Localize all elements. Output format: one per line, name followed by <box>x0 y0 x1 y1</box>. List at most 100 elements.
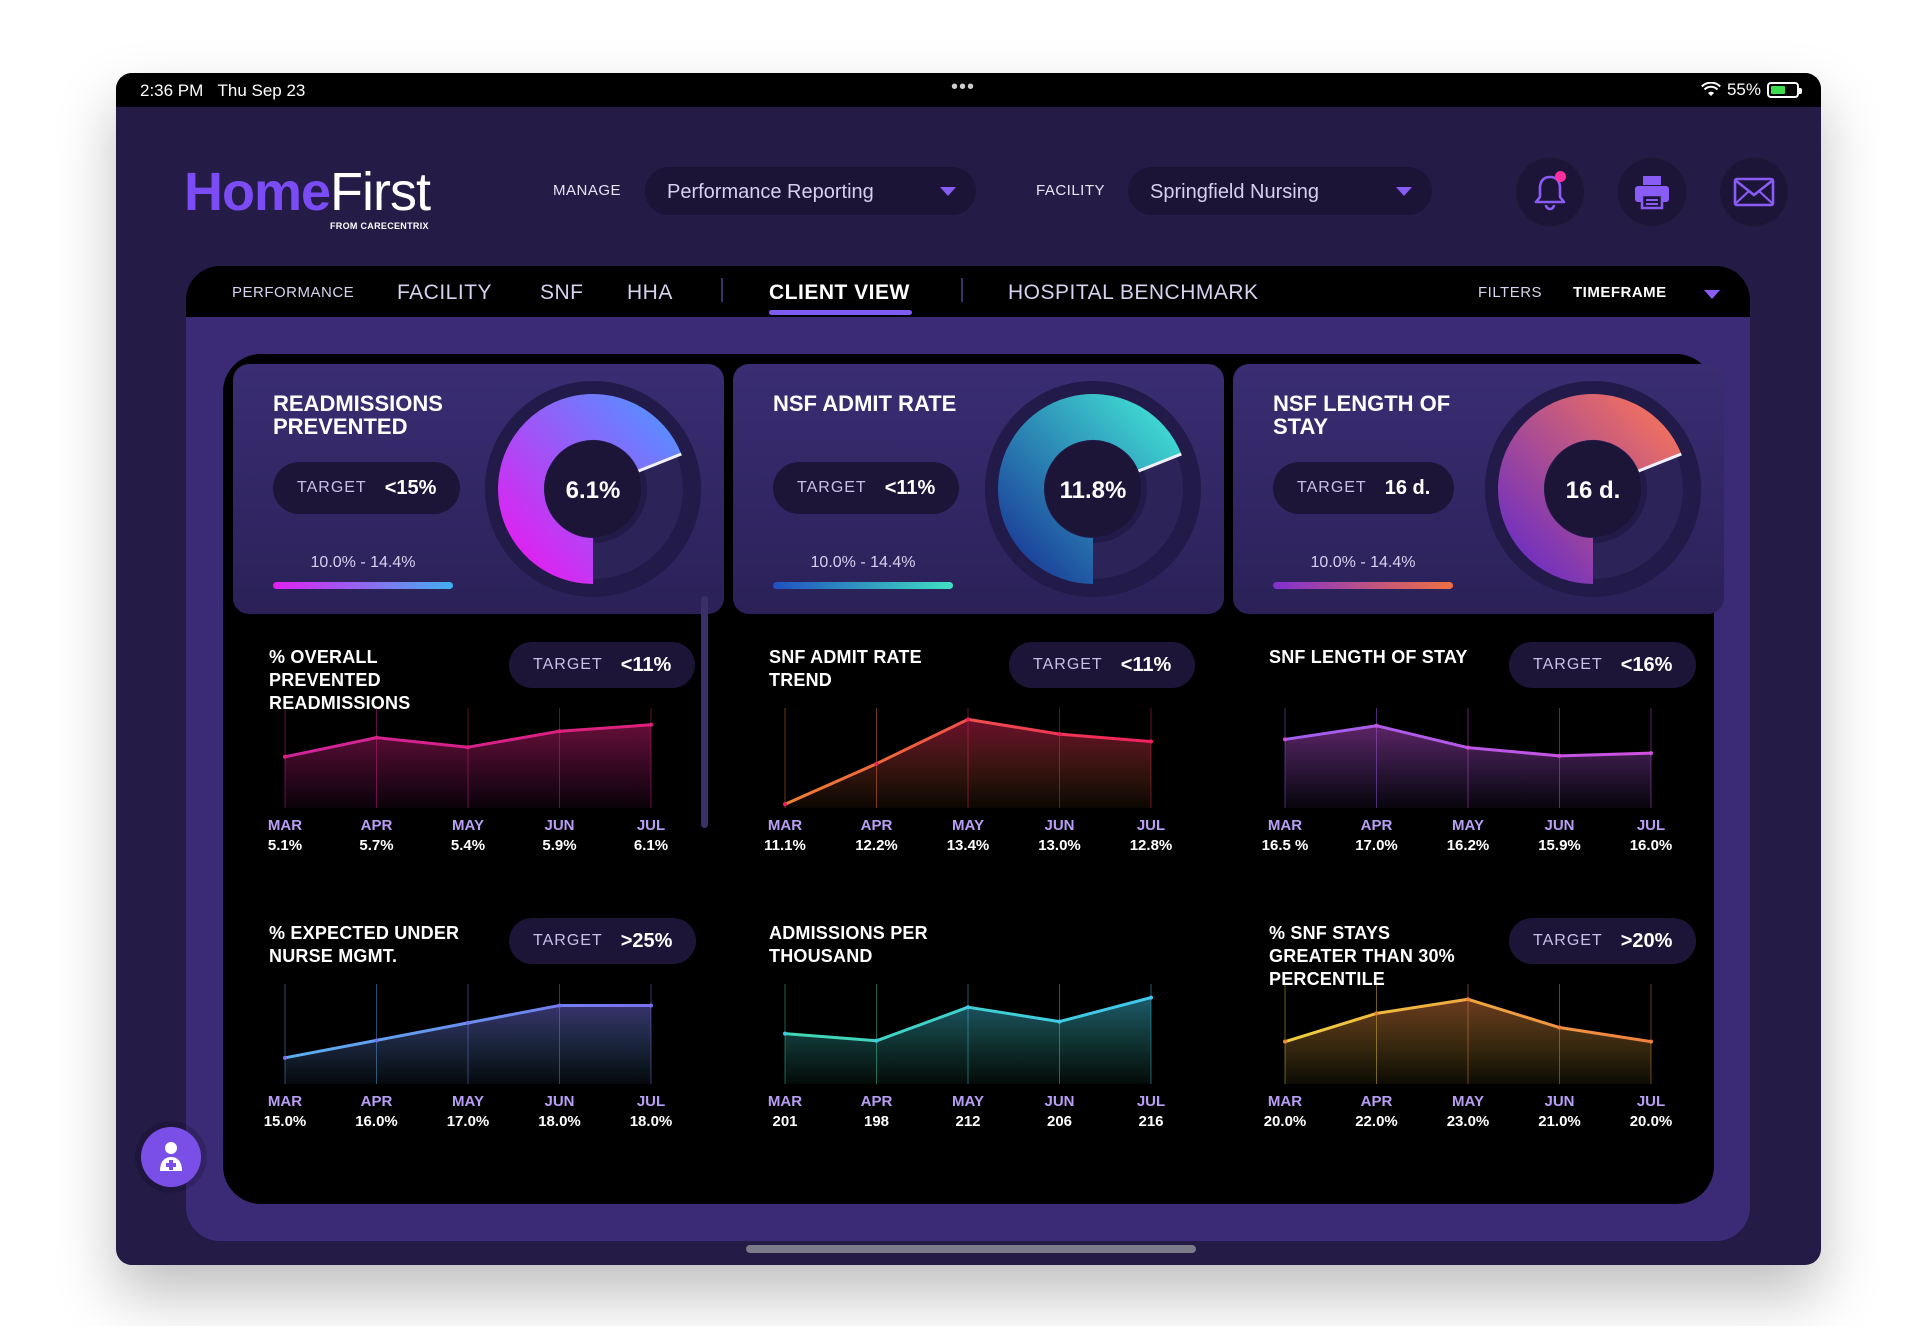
x-axis-label: APR 198 <box>842 1092 912 1132</box>
x-axis-label: APR 22.0% <box>1342 1092 1412 1132</box>
gauge-value: 11.8% <box>1060 477 1127 504</box>
facility-dropdown[interactable]: Springfield Nursing <box>1128 167 1432 215</box>
tab-facility[interactable]: FACILITY <box>397 281 493 304</box>
month-label: MAY <box>1452 1093 1484 1110</box>
gauge-marker <box>1138 452 1182 473</box>
kpi-card-readmissions[interactable]: READMISSIONS PREVENTED TARGET <15% 10.0% … <box>233 364 724 614</box>
kpi-title: NSF LENGTH OF STAY <box>1273 391 1451 439</box>
target-badge: TARGET 16 d. <box>1273 462 1455 514</box>
value-label: 216 <box>1138 1113 1164 1130</box>
target-badge: TARGET >20% <box>1509 918 1697 964</box>
x-axis-label: JUN 206 <box>1025 1092 1095 1132</box>
kpi-card-length-of-stay[interactable]: NSF LENGTH OF STAY TARGET 16 d. 10.0% - 1… <box>1233 364 1724 614</box>
chevron-down-icon <box>1396 187 1412 196</box>
multitask-dots-icon[interactable]: ••• <box>951 76 976 98</box>
chart-title: SNF ADMIT RATE TREND <box>769 647 922 690</box>
x-axis-label: JUN 15.9% <box>1525 816 1595 856</box>
chart-title: % SNF STAYS GREATER THAN 30% PERCENTILE <box>1269 923 1455 989</box>
data-point <box>283 754 287 759</box>
target-badge: TARGET <15% <box>273 462 461 514</box>
month-label: APR <box>360 1093 393 1110</box>
chart-snf-length-of-stay: SNF LENGTH OF STAY TARGET <16% MAR 16.5 % APR… <box>1262 642 1709 876</box>
area-fill <box>285 1005 651 1084</box>
tab-client-view[interactable]: CLIENT VIEW <box>769 281 910 304</box>
x-axis-label: APR 12.2% <box>842 816 912 856</box>
kpi-card-admit-rate[interactable]: NSF ADMIT RATE TARGET <11% 10.0% - 14.4% … <box>733 364 1224 614</box>
gauge-arc <box>498 394 682 584</box>
data-point <box>874 761 879 766</box>
manage-dropdown[interactable]: Performance Reporting <box>645 167 976 215</box>
value-label: 15.0% <box>263 1113 307 1130</box>
area-fill <box>1285 725 1651 808</box>
month-label: MAR <box>267 1093 303 1110</box>
range-bar <box>1273 582 1453 589</box>
area-chart-plot <box>783 984 1153 1084</box>
x-axis-label: MAY 17.0% <box>433 1092 503 1132</box>
x-axis-label: MAY 16.2% <box>1433 816 1503 856</box>
target-badge: TARGET <11% <box>773 462 960 514</box>
area-fill <box>785 719 1151 808</box>
value-label: 12.8% <box>1129 837 1173 854</box>
tab-hospital-benchmark[interactable]: HOSPITAL BENCHMARK <box>1008 281 1259 304</box>
range-bar <box>773 582 953 589</box>
notifications-button[interactable] <box>1515 157 1585 227</box>
scroll-indicator[interactable] <box>701 596 708 828</box>
value-label: 13.4% <box>946 837 990 854</box>
print-button[interactable] <box>1617 157 1687 227</box>
performance-tab-bar: PERFORMANCE FACILITY SNF HHA CLIENT VIEW… <box>186 266 1750 317</box>
manage-label: MANAGE <box>553 182 622 199</box>
month-label: JUL <box>1636 1093 1666 1110</box>
x-axis-label: JUL 216 <box>1116 1092 1186 1132</box>
month-label: JUN <box>1544 817 1575 834</box>
data-point <box>466 745 470 750</box>
area-chart-plot <box>1283 984 1653 1084</box>
performance-label: PERFORMANCE <box>232 284 355 301</box>
month-label: APR <box>360 817 393 834</box>
kpi-title: NSF ADMIT RATE <box>773 391 957 416</box>
mail-button[interactable] <box>1719 157 1789 227</box>
chart-title: % EXPECTED UNDER NURSE MGMT. <box>269 923 460 966</box>
gauge-value: 6.1% <box>566 477 621 504</box>
area-fill <box>785 997 1151 1084</box>
value-label: 16.0% <box>355 1113 398 1130</box>
battery-icon <box>1767 82 1802 98</box>
home-indicator[interactable] <box>746 1245 1196 1253</box>
target-label: TARGET <box>533 656 603 673</box>
tab-hha[interactable]: HHA <box>627 281 673 304</box>
x-axis-label: JUL 16.0% <box>1616 816 1686 856</box>
timeframe-filter[interactable]: TIMEFRAME <box>1573 284 1667 301</box>
data-point <box>1466 745 1470 750</box>
chevron-down-icon[interactable] <box>1704 290 1720 299</box>
month-label: MAY <box>952 1093 984 1110</box>
value-label: 212 <box>955 1113 981 1130</box>
add-patient-button[interactable] <box>141 1127 201 1187</box>
tab-snf[interactable]: SNF <box>540 281 584 304</box>
data-point <box>783 802 787 807</box>
area-chart-plot <box>283 984 653 1084</box>
chart-title: ADMISSIONS PER THOUSAND <box>769 923 928 966</box>
x-axis-label: JUL 6.1% <box>616 816 686 856</box>
x-axis-label: MAR 201 <box>750 1092 820 1132</box>
target-value: <11% <box>1120 653 1172 676</box>
month-label: JUN <box>544 817 575 834</box>
gauge-donut: 11.8% <box>985 381 1201 597</box>
value-label: 16.2% <box>1446 837 1490 854</box>
target-badge: TARGET >25% <box>509 918 697 964</box>
value-label: 22.0% <box>1355 1113 1398 1130</box>
area-chart-plot <box>1283 708 1653 808</box>
chart-overall-prevented-readmissions: % OVERALL PREVENTED READMISSIONS TARGET <1… <box>268 642 709 876</box>
target-label: TARGET <box>1533 932 1603 949</box>
value-label: 17.0% <box>1355 837 1398 854</box>
month-label: JUN <box>544 1093 575 1110</box>
data-point <box>966 717 970 722</box>
wifi-icon <box>1701 82 1721 96</box>
month-label: MAY <box>1452 817 1484 834</box>
month-label: MAR <box>767 1093 803 1110</box>
logo-tagline: FROM CARECENTRIX <box>330 221 429 231</box>
chevron-down-icon <box>940 187 956 196</box>
value-label: 11.1% <box>764 837 806 854</box>
month-label: APR <box>1360 817 1393 834</box>
target-value: <11% <box>620 653 672 676</box>
x-axis-label: JUN 5.9% <box>525 816 595 856</box>
chart-title: % OVERALL PREVENTED READMISSIONS <box>269 647 411 713</box>
